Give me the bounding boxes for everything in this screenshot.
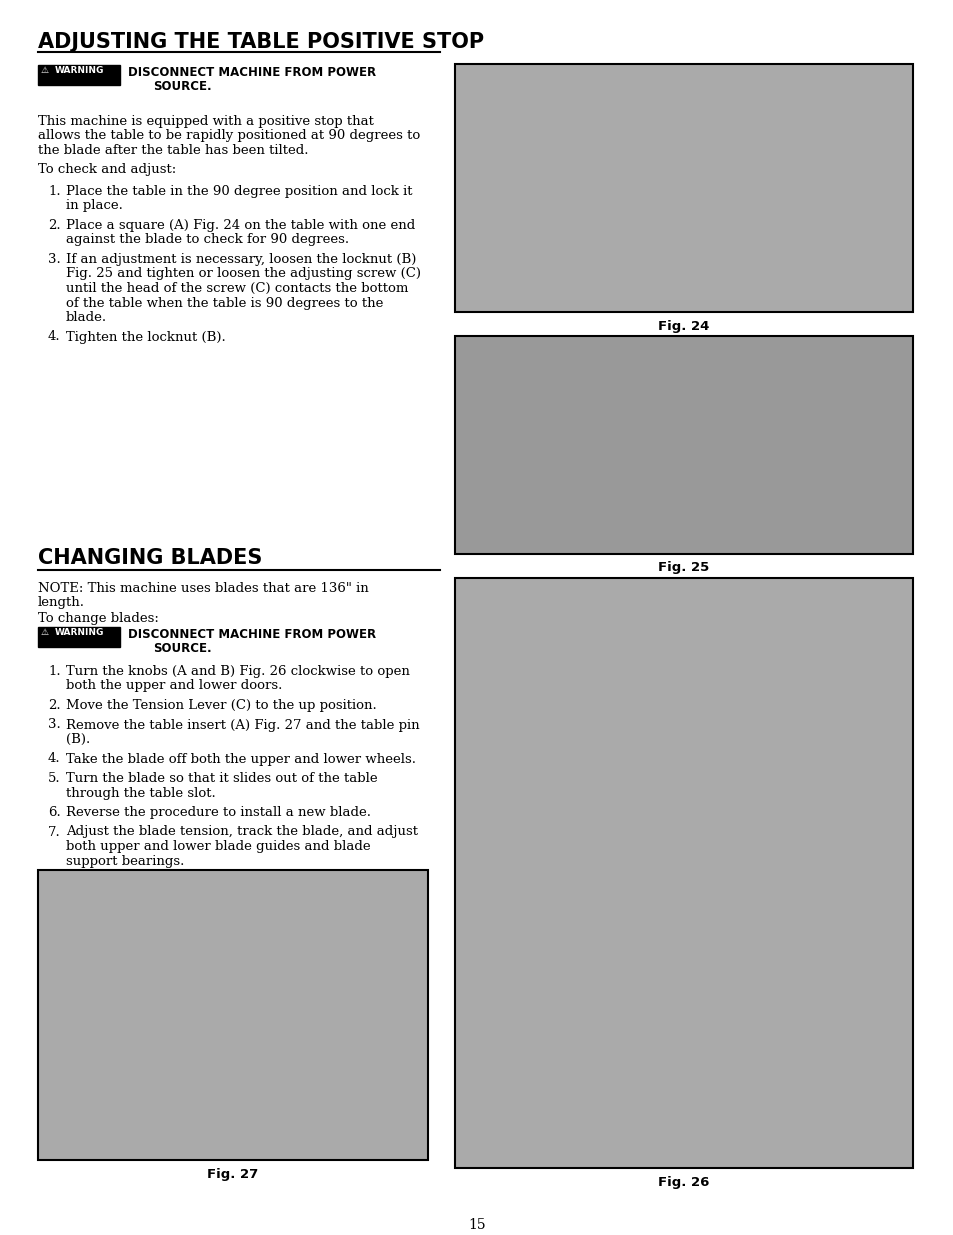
Text: 2.: 2. <box>48 699 61 713</box>
Text: Fig. 26: Fig. 26 <box>658 1176 709 1189</box>
Bar <box>38 65 120 85</box>
Text: 5.: 5. <box>48 772 61 785</box>
Text: allows the table to be rapidly positioned at 90 degrees to: allows the table to be rapidly positione… <box>38 130 420 142</box>
Text: Turn the knobs (A and B) Fig. 26 clockwise to open: Turn the knobs (A and B) Fig. 26 clockwi… <box>66 664 410 678</box>
Text: Take the blade off both the upper and lower wheels.: Take the blade off both the upper and lo… <box>66 752 416 766</box>
Text: 2.: 2. <box>48 219 61 232</box>
Text: 3.: 3. <box>48 253 61 266</box>
Text: ADJUSTING THE TABLE POSITIVE STOP: ADJUSTING THE TABLE POSITIVE STOP <box>38 32 483 52</box>
Text: support bearings.: support bearings. <box>66 855 184 867</box>
Text: 7.: 7. <box>48 825 61 839</box>
Text: length.: length. <box>38 597 85 609</box>
Text: SOURCE.: SOURCE. <box>152 641 212 655</box>
Bar <box>455 336 912 555</box>
Text: Adjust the blade tension, track the blade, and adjust: Adjust the blade tension, track the blad… <box>66 825 417 839</box>
Text: of the table when the table is 90 degrees to the: of the table when the table is 90 degree… <box>66 296 383 310</box>
Text: Remove the table insert (A) Fig. 27 and the table pin: Remove the table insert (A) Fig. 27 and … <box>66 719 419 731</box>
Text: Fig. 24: Fig. 24 <box>658 320 709 333</box>
Text: Move the Tension Lever (C) to the up position.: Move the Tension Lever (C) to the up pos… <box>66 699 376 713</box>
Text: Reverse the procedure to install a new blade.: Reverse the procedure to install a new b… <box>66 806 371 819</box>
Text: Turn the blade so that it slides out of the table: Turn the blade so that it slides out of … <box>66 772 377 785</box>
Text: 1.: 1. <box>48 664 61 678</box>
Text: in place.: in place. <box>66 200 123 212</box>
Text: 15: 15 <box>468 1218 485 1233</box>
Text: CHANGING BLADES: CHANGING BLADES <box>38 548 262 568</box>
Text: ⚠: ⚠ <box>41 629 49 637</box>
Text: Fig. 25: Fig. 25 <box>658 561 709 574</box>
Bar <box>38 627 120 647</box>
Text: Tighten the locknut (B).: Tighten the locknut (B). <box>66 331 226 343</box>
Text: the blade after the table has been tilted.: the blade after the table has been tilte… <box>38 144 308 157</box>
Text: blade.: blade. <box>66 311 107 324</box>
Text: through the table slot.: through the table slot. <box>66 787 215 799</box>
Text: NOTE: This machine uses blades that are 136" in: NOTE: This machine uses blades that are … <box>38 582 369 595</box>
Text: Place the table in the 90 degree position and lock it: Place the table in the 90 degree positio… <box>66 185 412 198</box>
Bar <box>38 869 428 1160</box>
Text: 6.: 6. <box>48 806 61 819</box>
Text: 3.: 3. <box>48 719 61 731</box>
Text: DISCONNECT MACHINE FROM POWER: DISCONNECT MACHINE FROM POWER <box>128 629 375 641</box>
Text: To check and adjust:: To check and adjust: <box>38 163 176 177</box>
Text: against the blade to check for 90 degrees.: against the blade to check for 90 degree… <box>66 233 349 247</box>
Text: SOURCE.: SOURCE. <box>152 79 212 93</box>
Text: To change blades:: To change blades: <box>38 613 159 625</box>
Text: until the head of the screw (C) contacts the bottom: until the head of the screw (C) contacts… <box>66 282 408 295</box>
Text: 1.: 1. <box>48 185 61 198</box>
Text: WARNING: WARNING <box>55 629 104 637</box>
Text: DISCONNECT MACHINE FROM POWER: DISCONNECT MACHINE FROM POWER <box>128 65 375 79</box>
Text: Fig. 25 and tighten or loosen the adjusting screw (C): Fig. 25 and tighten or loosen the adjust… <box>66 268 420 280</box>
Text: This machine is equipped with a positive stop that: This machine is equipped with a positive… <box>38 115 374 128</box>
Bar <box>455 578 912 1168</box>
Text: Place a square (A) Fig. 24 on the table with one end: Place a square (A) Fig. 24 on the table … <box>66 219 415 232</box>
Text: Fig. 27: Fig. 27 <box>207 1168 258 1181</box>
Text: both the upper and lower doors.: both the upper and lower doors. <box>66 679 282 693</box>
Text: 4.: 4. <box>48 331 61 343</box>
Text: both upper and lower blade guides and blade: both upper and lower blade guides and bl… <box>66 840 370 853</box>
Text: ⚠: ⚠ <box>41 65 49 75</box>
Text: (B).: (B). <box>66 734 91 746</box>
Text: 4.: 4. <box>48 752 61 766</box>
Text: If an adjustment is necessary, loosen the locknut (B): If an adjustment is necessary, loosen th… <box>66 253 416 266</box>
Text: WARNING: WARNING <box>55 65 104 75</box>
Bar <box>455 64 912 312</box>
